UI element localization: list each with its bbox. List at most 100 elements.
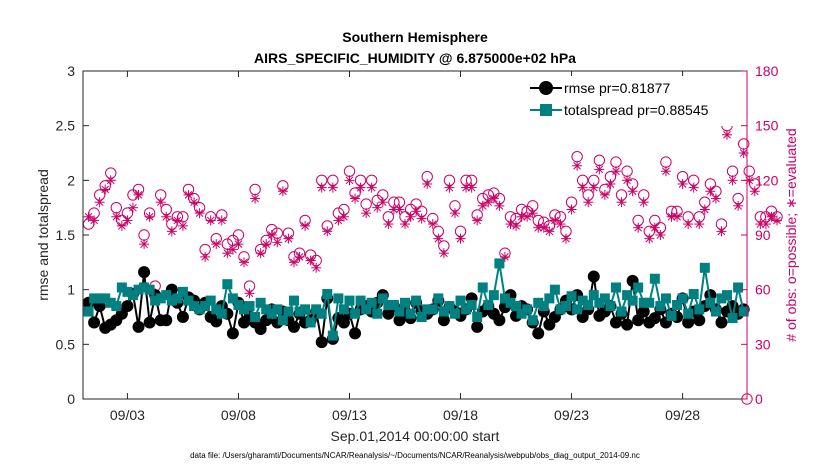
- rmse-point: [437, 314, 450, 327]
- evaluated-obs-point: [94, 197, 105, 208]
- totalspread-point: [205, 295, 216, 306]
- y-right-tick-label: 90: [755, 227, 771, 243]
- evaluated-obs-point: [400, 219, 411, 230]
- evaluated-obs-point: [255, 248, 266, 259]
- evaluated-obs-point: [194, 208, 205, 219]
- totalspread-point: [516, 308, 527, 319]
- totalspread-point: [333, 293, 344, 304]
- totalspread-point: [250, 312, 261, 322]
- totalspread-point: [461, 304, 472, 315]
- evaluated-obs-point: [727, 175, 738, 186]
- rmse-point: [648, 312, 661, 325]
- totalspread-point: [405, 308, 416, 319]
- totalspread-point: [361, 304, 372, 315]
- totalspread-point: [177, 286, 188, 297]
- totalspread-point: [322, 289, 333, 300]
- totalspread-point: [344, 295, 355, 306]
- evaluated-obs-point: [177, 220, 188, 231]
- totalspread-point: [94, 293, 105, 304]
- totalspread-point: [710, 306, 721, 317]
- rmse-point: [337, 316, 350, 329]
- evaluated-obs-point: [200, 251, 211, 262]
- totalspread-point: [383, 299, 394, 310]
- x-tick-label: 09/13: [332, 407, 367, 423]
- rmse-point: [88, 316, 101, 329]
- evaluated-obs-point: [427, 219, 438, 230]
- y-left-tick-label: 0: [67, 391, 75, 407]
- evaluated-obs-point: [372, 202, 383, 213]
- evaluated-obs-point: [627, 186, 638, 197]
- totalspread-point: [566, 291, 577, 302]
- evaluated-obs-point: [233, 239, 244, 250]
- evaluated-obs-point: [622, 175, 633, 186]
- rmse-point: [349, 327, 362, 340]
- evaluated-obs-point: [89, 215, 100, 226]
- evaluated-obs-point: [588, 182, 599, 193]
- evaluated-obs-point: [122, 215, 133, 226]
- totalspread-point: [266, 308, 277, 319]
- evaluated-obs-point: [722, 129, 733, 140]
- totalspread-point: [722, 290, 733, 301]
- evaluated-obs-point: [283, 233, 294, 244]
- evaluated-obs-point: [483, 197, 494, 208]
- totalspread-point: [150, 295, 161, 306]
- left-axis-label: rmse and totalspread: [35, 169, 51, 301]
- evaluated-obs-point: [466, 182, 477, 193]
- totalspread-point: [222, 279, 233, 290]
- evaluated-obs-point: [705, 186, 716, 197]
- evaluated-obs-point: [616, 197, 627, 208]
- evaluated-obs-point: [300, 220, 311, 231]
- totalspread-point: [388, 299, 399, 310]
- totalspread-point: [394, 306, 405, 317]
- evaluated-obs-point: [211, 239, 222, 250]
- evaluated-obs-point: [660, 166, 671, 177]
- totalspread-point: [294, 306, 305, 317]
- evaluated-obs-point: [477, 200, 488, 211]
- totalspread-point: [139, 282, 150, 293]
- totalspread-point: [511, 301, 522, 312]
- y-right-tick-label: 150: [755, 118, 779, 134]
- y-left-tick-label: 0.5: [56, 336, 76, 352]
- evaluated-obs-point: [394, 204, 405, 215]
- rmse-point: [682, 316, 695, 329]
- evaluated-obs-point: [155, 197, 166, 208]
- rmse-point: [121, 300, 134, 313]
- totalspread-point: [627, 295, 638, 306]
- totalspread-point: [172, 293, 183, 304]
- totalspread-point: [200, 301, 211, 312]
- evaluated-obs-point: [733, 200, 744, 211]
- legend-box: [527, 76, 741, 126]
- evaluated-obs-point: [266, 230, 277, 240]
- y-right-tick-label: 180: [755, 63, 779, 79]
- totalspread-point: [705, 297, 716, 308]
- evaluated-obs-point: [127, 202, 138, 213]
- x-tick-label: 09/23: [554, 407, 589, 423]
- totalspread-point: [338, 304, 349, 315]
- y-left-tick-label: 1: [67, 282, 75, 298]
- rmse-point: [143, 316, 156, 329]
- evaluated-obs-point: [277, 186, 288, 197]
- totalspread-point: [311, 304, 322, 315]
- totalspread-point: [377, 293, 388, 304]
- totalspread-point: [166, 295, 177, 306]
- totalspread-point: [255, 297, 266, 308]
- totalspread-point: [672, 299, 683, 310]
- evaluated-obs-point: [760, 219, 771, 230]
- totalspread-point: [472, 312, 483, 322]
- totalspread-point: [305, 317, 316, 328]
- evaluated-obs-point: [111, 211, 122, 222]
- totalspread-point: [433, 293, 444, 304]
- evaluated-obs-point: [411, 206, 422, 217]
- rmse-point: [138, 266, 151, 279]
- evaluated-obs-point: [261, 239, 272, 250]
- totalspread-point: [233, 299, 244, 310]
- evaluated-obs-point: [605, 178, 616, 189]
- evaluated-obs-point: [83, 211, 94, 222]
- evaluated-obs-point: [144, 211, 155, 222]
- evaluated-obs-point: [522, 211, 533, 222]
- chart-title-line2: AIRS_SPECIFIC_HUMIDITY @ 6.875000e+02 hP…: [254, 50, 576, 66]
- evaluated-obs-point: [183, 189, 194, 200]
- rmse-point: [226, 327, 239, 340]
- totalspread-point: [538, 301, 549, 312]
- totalspread-point: [277, 315, 288, 326]
